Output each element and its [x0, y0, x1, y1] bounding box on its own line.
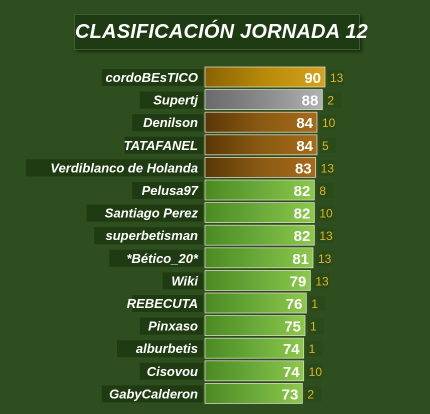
- value-label: 76: [286, 296, 303, 313]
- side-number-bg: [328, 70, 344, 85]
- side-number: 2: [327, 94, 334, 108]
- value-label: 75: [284, 319, 301, 336]
- value-label: 82: [294, 206, 311, 223]
- side-number-bg: [316, 250, 332, 266]
- side-number-bg: [317, 183, 334, 198]
- value-label: 82: [294, 183, 311, 200]
- side-number: 8: [319, 184, 326, 198]
- name-label-bg: [132, 182, 203, 199]
- side-number-bg: [320, 115, 336, 131]
- side-number: 1: [310, 320, 317, 334]
- side-number-bg: [306, 363, 323, 379]
- bar: [204, 134, 318, 156]
- category-label: Pelusa97: [142, 183, 199, 198]
- category-label: Denilson: [143, 115, 198, 130]
- name-label-bg: [124, 136, 203, 154]
- value-label: 90: [304, 70, 321, 87]
- name-label-bg: [139, 362, 203, 380]
- value-label: 74: [283, 341, 300, 358]
- category-label: cordoBEsTICO: [106, 70, 198, 85]
- name-label-bg: [101, 385, 203, 403]
- name-label-bg: [132, 295, 203, 312]
- side-number-bg: [317, 228, 334, 244]
- category-label: TATAFANEL: [124, 138, 198, 153]
- bar: [204, 224, 315, 246]
- category-label: Pinxaso: [148, 319, 198, 334]
- side-number-bg: [318, 160, 335, 176]
- side-number: 10: [309, 365, 323, 379]
- side-number-bg: [325, 92, 342, 108]
- side-number-bg: [305, 386, 322, 402]
- category-label: *Bético_20*: [126, 251, 198, 266]
- bar: [204, 337, 305, 359]
- category-label: Verdiblanco de Holanda: [50, 160, 198, 175]
- name-label-bg: [117, 340, 203, 358]
- bar: [204, 382, 303, 404]
- category-label: REBECUTA: [127, 296, 198, 311]
- value-label: 83: [295, 160, 312, 177]
- value-label: 84: [296, 115, 313, 132]
- bar: [204, 89, 323, 110]
- category-label: Wiki: [171, 273, 198, 288]
- side-number-bg: [317, 205, 334, 221]
- category-label: Supertj: [153, 93, 198, 108]
- category-label: superbetisman: [106, 228, 199, 243]
- side-number: 2: [307, 387, 314, 401]
- bar: [204, 111, 318, 133]
- side-number: 5: [322, 139, 329, 153]
- value-label: 84: [296, 138, 313, 155]
- category-label: alburbetis: [136, 341, 198, 356]
- bar: [204, 202, 315, 224]
- side-number: 1: [311, 297, 318, 311]
- bar: [204, 156, 317, 178]
- name-label-bg: [132, 114, 203, 132]
- bar: [204, 179, 315, 201]
- side-number: 13: [321, 161, 335, 175]
- name-label-bg: [101, 69, 203, 86]
- name-label-bg: [109, 249, 203, 267]
- category-label: Santiago Perez: [105, 206, 199, 221]
- name-label-bg: [162, 272, 203, 290]
- side-number: 13: [330, 71, 344, 85]
- name-label-bg: [139, 91, 203, 109]
- side-number: 1: [309, 342, 316, 356]
- side-number: 13: [318, 252, 332, 266]
- bar: [204, 269, 311, 291]
- side-number-bg: [308, 318, 324, 334]
- value-label: 74: [283, 364, 300, 381]
- name-label-bg: [25, 159, 203, 177]
- side-number: 13: [319, 229, 333, 243]
- side-number-bg: [313, 273, 330, 289]
- name-label-bg: [86, 204, 203, 222]
- value-label: 88: [302, 93, 319, 110]
- value-label: 82: [294, 228, 311, 245]
- category-label: Cisovou: [147, 364, 198, 379]
- value-label: 81: [292, 251, 309, 268]
- side-number-bg: [306, 341, 323, 357]
- side-number: 10: [322, 116, 336, 130]
- bar: [204, 360, 305, 382]
- bar: [204, 292, 307, 314]
- name-label-bg: [139, 317, 203, 335]
- bar: [204, 66, 326, 88]
- chart-title: CLASIFICACIÓN JORNADA 12: [74, 14, 368, 50]
- bar: [204, 315, 306, 337]
- side-number-bg: [309, 296, 326, 311]
- value-label: 79: [290, 273, 307, 290]
- side-number: 10: [319, 207, 333, 221]
- side-number-bg: [320, 137, 336, 153]
- value-label: 73: [282, 386, 299, 403]
- bar: [204, 247, 314, 269]
- side-number: 13: [315, 274, 329, 288]
- name-label-bg: [94, 227, 203, 245]
- category-label: GabyCalderon: [109, 386, 198, 401]
